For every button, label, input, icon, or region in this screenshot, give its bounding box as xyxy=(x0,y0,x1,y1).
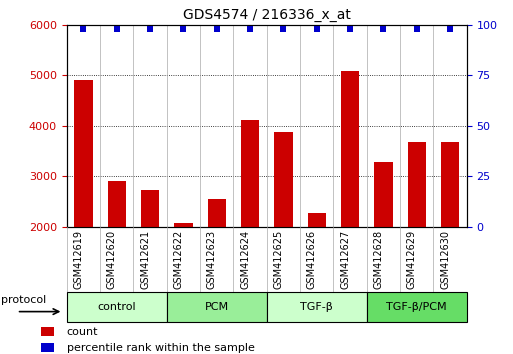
Point xyxy=(446,26,454,32)
Point xyxy=(379,26,388,32)
Text: count: count xyxy=(67,327,98,337)
Bar xyxy=(208,199,226,227)
Title: GDS4574 / 216336_x_at: GDS4574 / 216336_x_at xyxy=(183,8,351,22)
Text: GSM412619: GSM412619 xyxy=(73,230,83,289)
Point xyxy=(79,26,87,32)
Bar xyxy=(141,190,159,227)
Bar xyxy=(41,327,54,336)
Bar xyxy=(341,71,359,227)
Text: PCM: PCM xyxy=(205,302,229,312)
Bar xyxy=(241,120,259,227)
Bar xyxy=(374,162,392,227)
Bar xyxy=(174,223,192,227)
Text: percentile rank within the sample: percentile rank within the sample xyxy=(67,343,254,353)
Text: TGF-β: TGF-β xyxy=(301,302,333,312)
Point xyxy=(412,26,421,32)
Bar xyxy=(167,292,267,322)
Text: protocol: protocol xyxy=(2,295,47,304)
Bar xyxy=(408,142,426,227)
Bar xyxy=(274,132,292,227)
Text: GSM412627: GSM412627 xyxy=(340,230,350,289)
Point xyxy=(146,26,154,32)
Point xyxy=(179,26,187,32)
Bar xyxy=(308,213,326,227)
Bar xyxy=(367,292,467,322)
Bar xyxy=(67,292,167,322)
Text: GSM412626: GSM412626 xyxy=(307,230,317,289)
Bar xyxy=(41,343,54,353)
Point xyxy=(346,26,354,32)
Text: GSM412630: GSM412630 xyxy=(440,230,450,289)
Point xyxy=(312,26,321,32)
Text: GSM412621: GSM412621 xyxy=(140,230,150,289)
Point xyxy=(246,26,254,32)
Text: GSM412620: GSM412620 xyxy=(107,230,116,289)
Point xyxy=(212,26,221,32)
Text: GSM412625: GSM412625 xyxy=(273,230,283,289)
Text: control: control xyxy=(97,302,136,312)
Text: GSM412623: GSM412623 xyxy=(207,230,216,289)
Text: GSM412628: GSM412628 xyxy=(373,230,384,289)
Text: TGF-β/PCM: TGF-β/PCM xyxy=(386,302,447,312)
Bar xyxy=(108,181,126,227)
Point xyxy=(112,26,121,32)
Bar xyxy=(74,80,92,227)
Bar xyxy=(441,142,459,227)
Text: GSM412622: GSM412622 xyxy=(173,230,183,289)
Point xyxy=(279,26,287,32)
Text: GSM412629: GSM412629 xyxy=(407,230,417,289)
Bar xyxy=(267,292,367,322)
Text: GSM412624: GSM412624 xyxy=(240,230,250,289)
